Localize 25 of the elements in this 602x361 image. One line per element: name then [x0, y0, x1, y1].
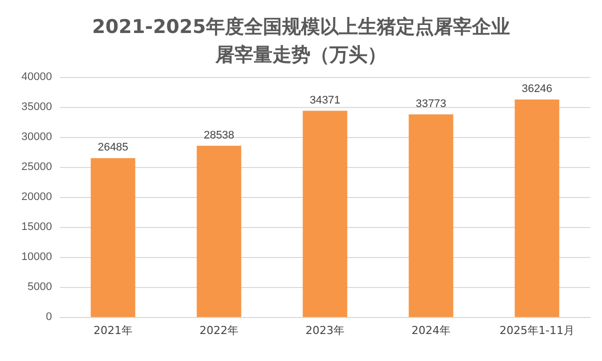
- data-label: 36246: [522, 83, 552, 96]
- y-tick-label: 10000: [21, 251, 52, 263]
- bar: [408, 114, 454, 317]
- y-tick-label: 35000: [21, 101, 52, 113]
- bar: [302, 110, 348, 317]
- y-tick-label: 15000: [21, 221, 52, 233]
- x-tick-label: 2021年: [94, 324, 132, 337]
- y-tick-label: 5000: [28, 281, 52, 293]
- y-tick-label: 20000: [21, 191, 52, 203]
- bar: [196, 146, 242, 317]
- x-tick-label: 2025年1-11月: [500, 324, 574, 337]
- chart-title: 2021-2025年度全国规模以上生猪定点屠宰企业屠宰量走势（万头）: [92, 16, 510, 66]
- x-tick-label: 2023年: [306, 324, 344, 337]
- data-label: 28538: [204, 129, 234, 142]
- data-label: 26485: [98, 142, 128, 154]
- data-label: 33773: [416, 98, 446, 110]
- y-tick-label: 0: [46, 311, 52, 323]
- bar: [514, 100, 560, 317]
- y-tick-label: 30000: [21, 131, 52, 143]
- y-tick-label: 25000: [21, 161, 52, 173]
- bar: [90, 158, 136, 317]
- x-tick-label: 2024年: [412, 324, 450, 337]
- y-tick-label: 40000: [21, 71, 52, 83]
- x-tick-label: 2022年: [200, 324, 238, 337]
- data-label: 34371: [310, 94, 340, 106]
